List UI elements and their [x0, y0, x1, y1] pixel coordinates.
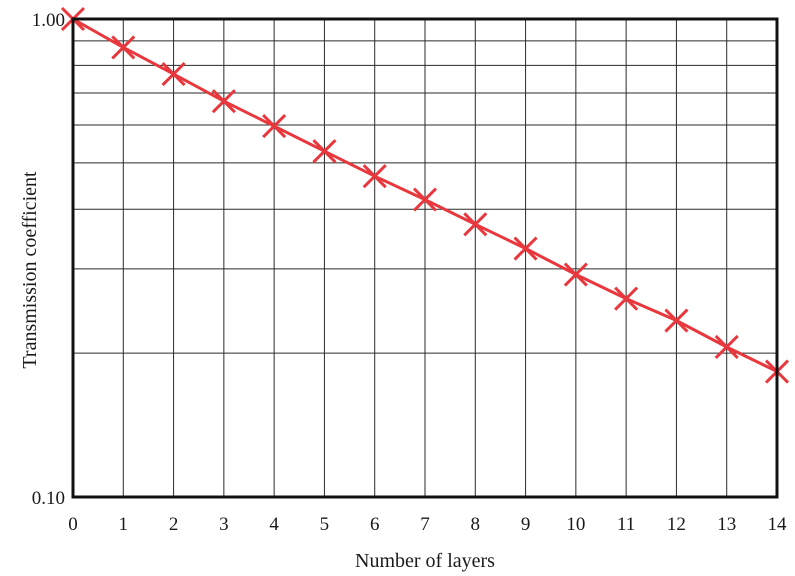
data-point-marker [211, 89, 236, 114]
x-tick-label: 5 [320, 514, 330, 535]
x-tick-label: 8 [471, 514, 481, 535]
data-point-marker [362, 164, 387, 189]
data-point-marker [412, 187, 438, 212]
y-tick-label: 1.00 [32, 10, 65, 31]
x-tick-label: 13 [717, 514, 736, 535]
data-point-marker [714, 334, 739, 360]
x-tick-label: 0 [68, 514, 78, 535]
x-tick-label: 14 [768, 514, 788, 535]
y-axis-label: Transmission coefficient [19, 171, 41, 369]
data-point-marker [664, 308, 689, 333]
x-tick-label: 6 [370, 514, 380, 535]
grid [73, 19, 777, 497]
x-tick-label: 4 [269, 514, 279, 535]
x-tick-label: 11 [617, 514, 635, 535]
data-point-marker [161, 62, 186, 87]
data-point-marker [312, 139, 337, 164]
data-point-marker [262, 114, 287, 139]
x-tick-label: 3 [219, 514, 229, 535]
plot-frame [71, 17, 779, 499]
y-tick-label: 0.10 [32, 488, 65, 509]
data-point-marker [463, 212, 488, 237]
x-tick-label: 7 [420, 514, 430, 535]
x-tick-label: 2 [169, 514, 179, 535]
x-tick-label: 9 [521, 514, 531, 535]
data-point-marker [111, 35, 136, 60]
tick-labels: 0 1 2 3 4 5 6 7 8 9 10 11 12 13 141.000.10 [32, 10, 787, 535]
x-axis-label: Number of layers [355, 550, 495, 572]
x-tick-label: 1 [119, 514, 129, 535]
data-point-marker [563, 262, 588, 287]
x-tick-label: 12 [667, 514, 686, 535]
data-point-marker [614, 286, 639, 311]
data-point-marker [513, 236, 538, 261]
x-tick-label: 10 [566, 514, 585, 535]
